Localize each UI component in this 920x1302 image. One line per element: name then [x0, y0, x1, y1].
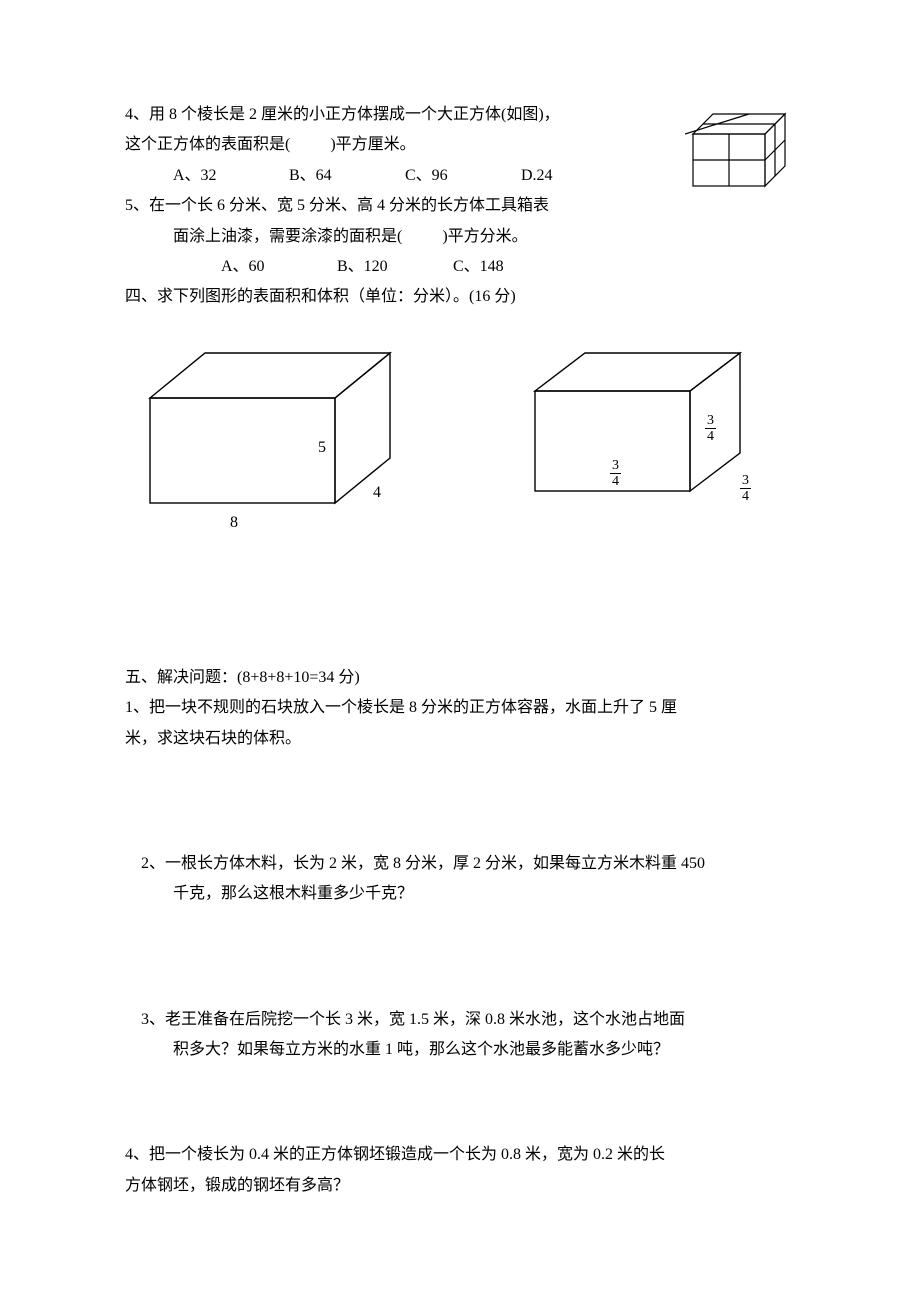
spacer [125, 754, 795, 849]
cube-2x2-icon [685, 106, 795, 191]
question-5: 5、在一个长 6 分米、宽 5 分米、高 4 分米的长方体工具箱表 面涂上油漆，… [125, 191, 795, 282]
label-h: 5 [318, 433, 326, 463]
choice-b: B、64 [289, 161, 401, 191]
choice-a: A、32 [173, 161, 285, 191]
choice-c: C、96 [405, 161, 517, 191]
problem-4-line1: 4、把一个棱长为 0.4 米的正方体钢坯锻造成一个长为 0.8 米，宽为 0.2… [125, 1140, 795, 1170]
q4-text-post: )平方厘米。 [330, 136, 415, 153]
figure-cube: 34 34 34 [515, 343, 785, 543]
q5-line2: 面涂上油漆，需要涂漆的面积是( )平方分米。 [125, 222, 795, 252]
choice-c: C、148 [453, 252, 504, 282]
choice-b: B、120 [337, 252, 449, 282]
q4-figure [685, 106, 795, 191]
choice-a: A、60 [221, 252, 333, 282]
question-4: 4、用 8 个棱长是 2 厘米的小正方体摆成一个大正方体(如图)， 这个正方体的… [125, 100, 795, 191]
spacer [125, 543, 795, 663]
problem-2-line2: 千克，那么这根木料重多少千克？ [125, 879, 795, 909]
problem-3-line2: 积多大？如果每立方米的水重 1 吨，那么这个水池最多能蓄水多少吨？ [125, 1035, 795, 1065]
q5-text-post: )平方分米。 [442, 228, 527, 245]
label-cube-w: 34 [610, 458, 621, 490]
section-5-title: 五、解决问题：(8+8+8+10=34 分) [125, 663, 795, 693]
label-w: 4 [373, 478, 381, 508]
section-4-title: 四、求下列图形的表面积和体积（单位：分米）。(16 分) [125, 282, 795, 312]
spacer [125, 910, 795, 1005]
problem-2-line1: 2、一根长方体木料，长为 2 米，宽 8 分米，厚 2 分米，如果每立方米木料重… [125, 849, 795, 879]
page: 4、用 8 个棱长是 2 厘米的小正方体摆成一个大正方体(如图)， 这个正方体的… [0, 0, 920, 1302]
problem-4-line2: 方体钢坯，锻成的钢坯有多高？ [125, 1171, 795, 1201]
section-4-figures: 5 4 8 34 34 34 [125, 343, 795, 543]
q5-text-pre: 面涂上油漆，需要涂漆的面积是( [173, 228, 402, 245]
q5-choices: A、60 B、120 C、148 [125, 252, 795, 282]
q5-line1: 5、在一个长 6 分米、宽 5 分米、高 4 分米的长方体工具箱表 [125, 191, 795, 221]
label-cube-h: 34 [705, 413, 716, 445]
problem-3-line1: 3、老王准备在后院挖一个长 3 米，宽 1.5 米，深 0.8 米水池，这个水池… [125, 1005, 795, 1035]
problem-1-line1: 1、把一块不规则的石块放入一个棱长是 8 分米的正方体容器，水面上升了 5 厘 [125, 693, 795, 723]
label-l: 8 [230, 508, 238, 538]
figure-cuboid: 5 4 8 [135, 343, 425, 543]
choice-d: D.24 [521, 161, 553, 191]
label-cube-l: 34 [740, 473, 751, 505]
cuboid-icon [135, 343, 425, 518]
spacer [125, 1065, 795, 1140]
problem-1-line2: 米，求这块石块的体积。 [125, 724, 795, 754]
q4-text-pre: 这个正方体的表面积是( [125, 136, 290, 153]
